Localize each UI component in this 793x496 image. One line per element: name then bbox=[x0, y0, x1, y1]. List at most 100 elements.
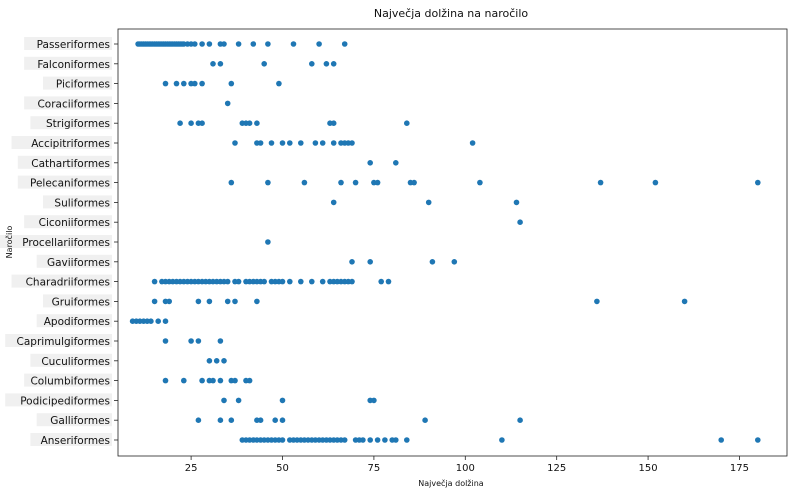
data-point bbox=[309, 278, 315, 285]
data-point bbox=[232, 298, 238, 305]
data-point bbox=[594, 298, 600, 305]
data-point bbox=[232, 377, 238, 384]
y-tick-label: Piciformes bbox=[56, 79, 110, 91]
data-point bbox=[469, 140, 476, 146]
data-point bbox=[228, 80, 235, 87]
plot-frame bbox=[117, 28, 788, 457]
y-tick-label-background bbox=[5, 334, 113, 347]
y-tick-label: Accipitriformes bbox=[31, 138, 110, 150]
data-point bbox=[224, 278, 231, 285]
y-tick-label: Galliformes bbox=[50, 415, 110, 427]
data-point bbox=[319, 278, 326, 285]
data-point bbox=[265, 239, 271, 245]
y-tick-label: Strigiformes bbox=[46, 118, 110, 130]
data-point bbox=[451, 259, 458, 265]
y-tick-label: Caprimulgiformes bbox=[17, 336, 110, 348]
data-point bbox=[254, 120, 260, 126]
y-tick-label-background bbox=[24, 37, 113, 50]
data-point bbox=[199, 41, 205, 47]
y-tick-label-background bbox=[30, 353, 112, 367]
x-tick-label: 100 bbox=[456, 463, 475, 474]
y-tick-label: Charadriiformes bbox=[26, 277, 110, 289]
data-point bbox=[597, 179, 604, 186]
data-point bbox=[287, 140, 293, 146]
data-point bbox=[352, 179, 359, 186]
data-point bbox=[221, 397, 227, 404]
y-tick-label-background bbox=[11, 136, 112, 149]
data-point bbox=[755, 179, 761, 186]
y-tick-label: Cuculiformes bbox=[41, 356, 110, 368]
y-axis-label: Naročilo bbox=[4, 226, 14, 259]
data-point bbox=[206, 298, 213, 305]
data-point bbox=[166, 298, 172, 305]
y-tick-label-background bbox=[24, 56, 113, 70]
data-point bbox=[195, 417, 202, 424]
data-point bbox=[195, 298, 202, 305]
y-tick-label: Apodiformes bbox=[44, 316, 110, 328]
data-point bbox=[374, 179, 381, 186]
data-point bbox=[224, 100, 231, 107]
data-point bbox=[341, 437, 348, 443]
data-point bbox=[279, 397, 286, 404]
data-point bbox=[192, 80, 198, 87]
data-point bbox=[217, 61, 224, 67]
y-tick-label-background bbox=[43, 76, 112, 90]
data-point bbox=[188, 120, 194, 126]
data-point bbox=[378, 278, 385, 285]
data-point bbox=[232, 140, 238, 146]
data-point bbox=[371, 397, 377, 404]
data-point bbox=[323, 61, 330, 67]
data-point bbox=[382, 437, 388, 443]
data-point bbox=[499, 437, 505, 443]
y-tick-label: Passeriformes bbox=[37, 39, 110, 51]
y-tick-label-background bbox=[43, 195, 112, 209]
y-tick-label: Anseriformes bbox=[41, 435, 110, 447]
y-tick-label-background bbox=[36, 254, 113, 268]
data-point bbox=[235, 397, 242, 404]
y-tick-label: Columbiformes bbox=[30, 376, 110, 388]
y-tick-label-background bbox=[24, 373, 113, 387]
data-point bbox=[287, 278, 293, 285]
data-point bbox=[367, 259, 374, 265]
data-point bbox=[261, 278, 268, 285]
y-tick-label-background bbox=[30, 433, 112, 446]
y-tick-label-background bbox=[24, 215, 113, 229]
data-point bbox=[367, 437, 374, 443]
data-point bbox=[385, 278, 392, 285]
data-point bbox=[206, 358, 213, 364]
data-point bbox=[330, 140, 337, 146]
data-point bbox=[181, 80, 187, 87]
data-point bbox=[319, 140, 326, 146]
data-point bbox=[246, 377, 253, 384]
data-point bbox=[195, 338, 202, 344]
data-point bbox=[272, 417, 279, 424]
y-tick-label: Cathartiformes bbox=[31, 158, 110, 170]
data-point bbox=[250, 41, 257, 47]
data-point bbox=[254, 298, 260, 305]
y-tick-label: Suliformes bbox=[54, 197, 110, 209]
data-point bbox=[374, 437, 381, 443]
data-point bbox=[393, 437, 399, 443]
data-point bbox=[755, 437, 761, 443]
data-point bbox=[301, 179, 308, 186]
data-point bbox=[261, 61, 268, 67]
data-point bbox=[210, 377, 216, 384]
y-tick-label: Gruiformes bbox=[52, 296, 110, 308]
data-point bbox=[228, 417, 235, 424]
data-point bbox=[213, 358, 220, 364]
data-point bbox=[312, 140, 319, 146]
data-point bbox=[330, 120, 337, 126]
y-tick-label-background bbox=[17, 175, 112, 189]
x-tick-label: 25 bbox=[185, 463, 198, 474]
data-point bbox=[360, 437, 366, 443]
data-point bbox=[517, 417, 523, 424]
y-tick-label: Podicipediformes bbox=[20, 395, 110, 407]
data-point bbox=[338, 179, 344, 186]
y-tick-label: Ciconiiformes bbox=[39, 217, 110, 229]
data-points bbox=[129, 41, 761, 443]
y-tick-label-background bbox=[36, 413, 113, 427]
x-tick-label: 75 bbox=[368, 463, 381, 474]
y-tick-label-background bbox=[30, 116, 112, 130]
data-point bbox=[162, 318, 169, 325]
y-tick-label-background bbox=[5, 393, 113, 407]
